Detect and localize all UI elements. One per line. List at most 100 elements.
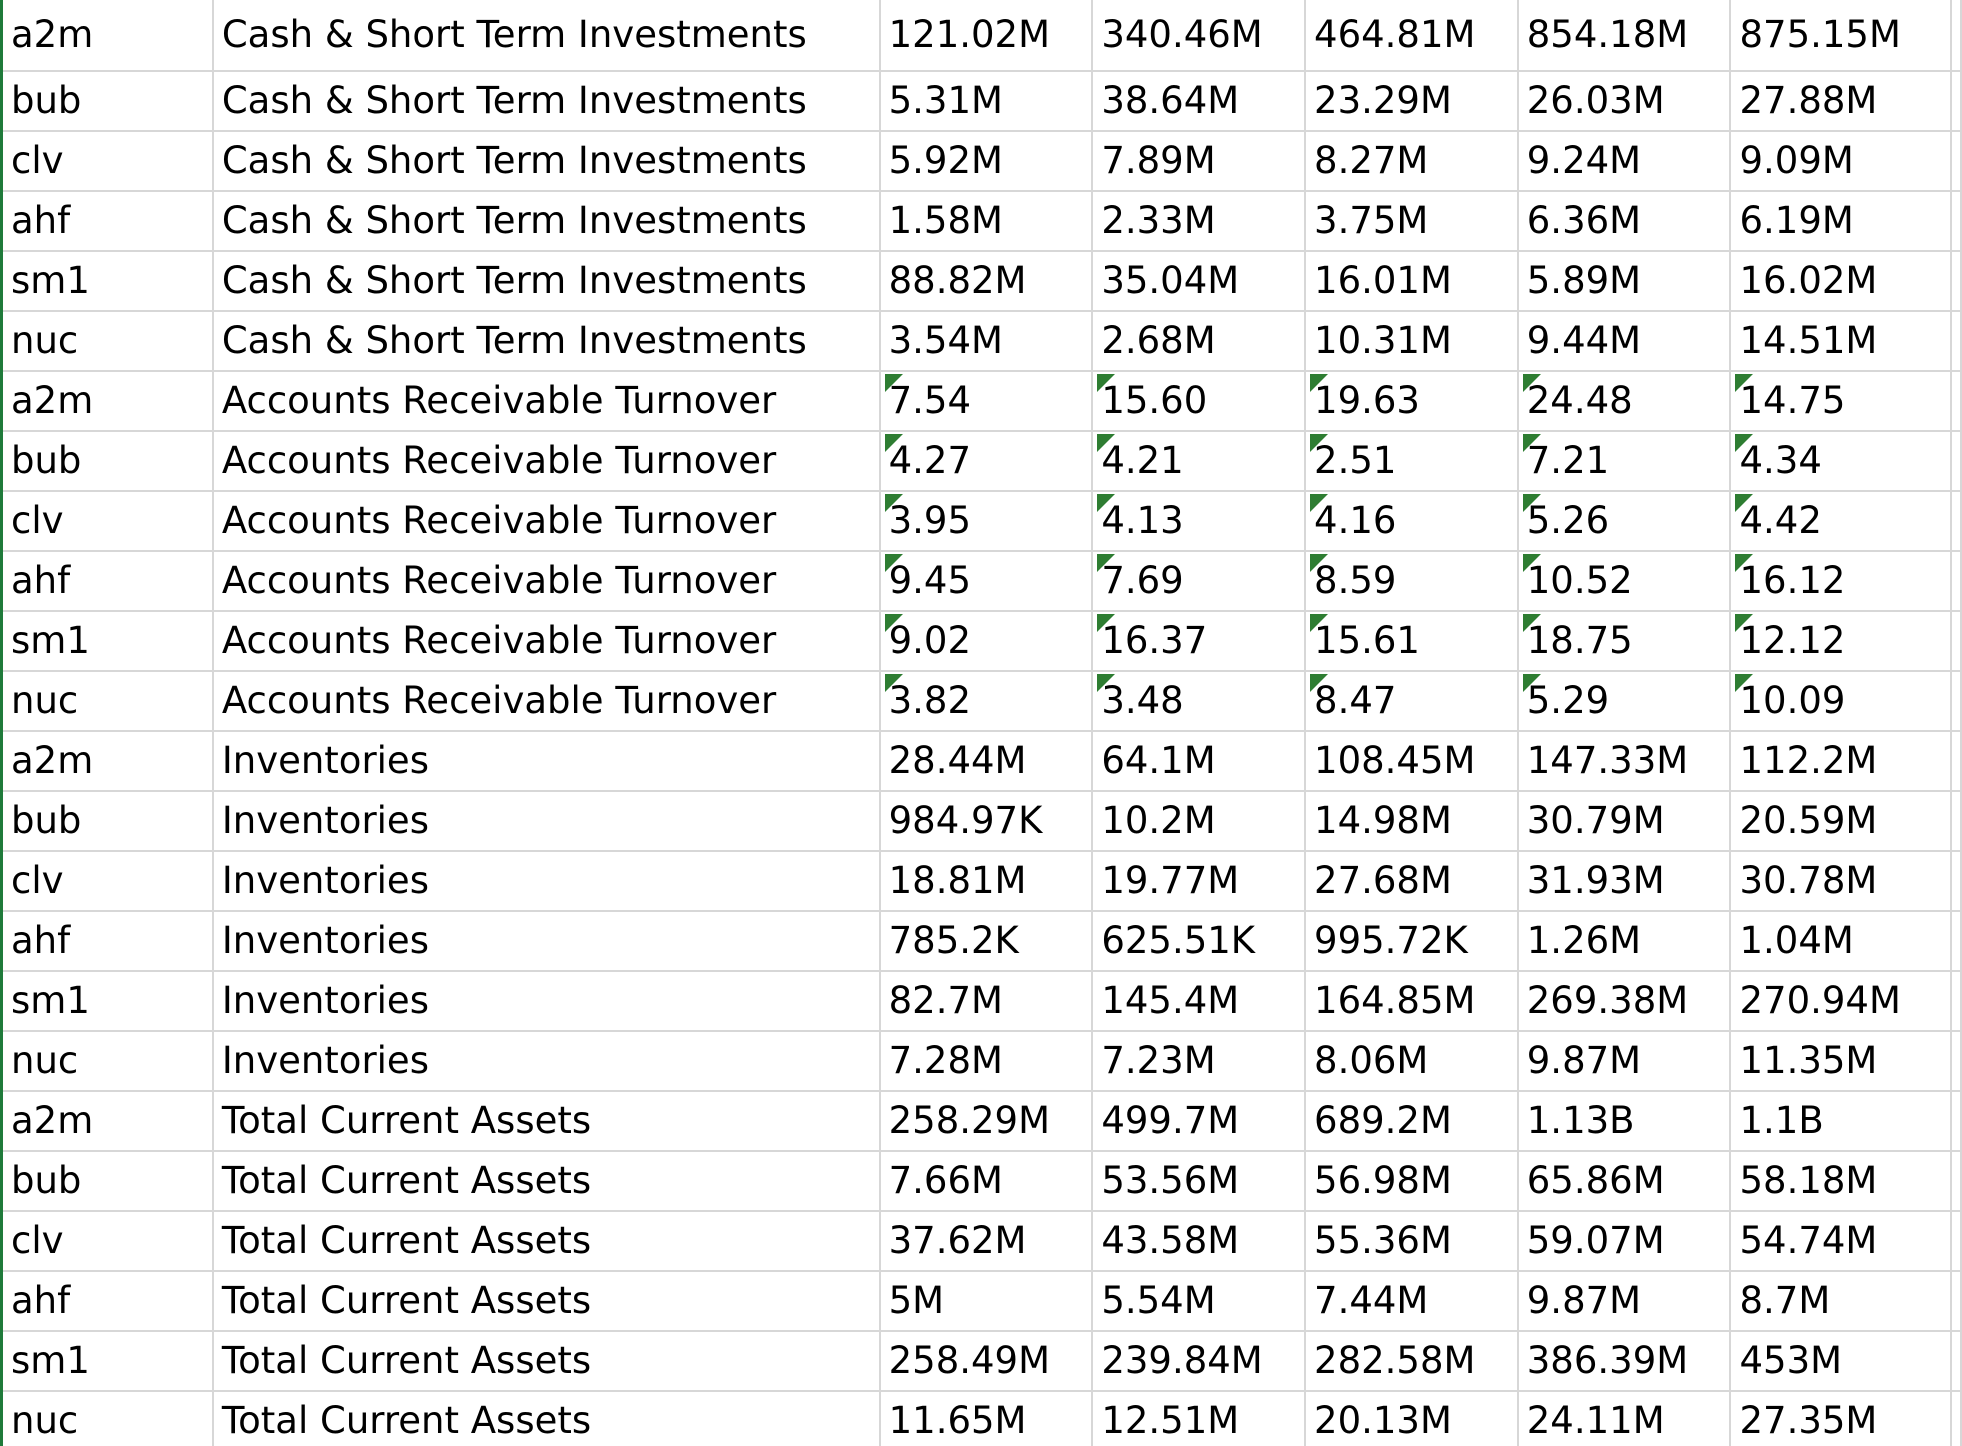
value-cell[interactable]: 984.97K — [879, 791, 1094, 852]
value-cell[interactable]: 7.89M — [1092, 131, 1307, 192]
metric-cell[interactable]: Accounts Receivable Turnover — [212, 551, 881, 612]
error-indicator-icon[interactable] — [1097, 374, 1116, 392]
metric-cell[interactable]: Inventories — [212, 791, 881, 852]
value-cell[interactable]: 4.21 — [1092, 431, 1307, 492]
value-cell[interactable]: 1.1B — [1730, 1091, 1952, 1152]
value-cell[interactable]: 2.68M — [1092, 311, 1307, 372]
ticker-cell[interactable]: sm1 — [0, 971, 214, 1032]
value-cell[interactable]: 5.31M — [879, 71, 1094, 132]
empty-cell[interactable] — [1951, 791, 1962, 852]
value-cell[interactable]: 464.81M — [1305, 0, 1519, 72]
value-cell[interactable]: 10.52 — [1517, 551, 1732, 612]
value-cell[interactable]: 43.58M — [1092, 1211, 1307, 1272]
ticker-cell[interactable]: nuc — [0, 1391, 214, 1446]
value-cell[interactable]: 269.38M — [1517, 971, 1732, 1032]
empty-cell[interactable] — [1951, 1031, 1962, 1092]
error-indicator-icon[interactable] — [1310, 374, 1329, 392]
value-cell[interactable]: 4.34 — [1730, 431, 1952, 492]
value-cell[interactable]: 7.23M — [1092, 1031, 1307, 1092]
metric-cell[interactable]: Inventories — [212, 851, 881, 912]
metric-cell[interactable]: Cash & Short Term Investments — [212, 0, 881, 72]
value-cell[interactable]: 2.33M — [1092, 191, 1307, 252]
value-cell[interactable]: 499.7M — [1092, 1091, 1307, 1152]
value-cell[interactable]: 30.78M — [1730, 851, 1952, 912]
metric-cell[interactable]: Total Current Assets — [212, 1091, 881, 1152]
value-cell[interactable]: 35.04M — [1092, 251, 1307, 312]
value-cell[interactable]: 1.04M — [1730, 911, 1952, 972]
error-indicator-icon[interactable] — [1310, 434, 1329, 452]
empty-cell[interactable] — [1951, 611, 1962, 672]
value-cell[interactable]: 16.12 — [1730, 551, 1952, 612]
ticker-cell[interactable]: clv — [0, 851, 214, 912]
metric-cell[interactable]: Inventories — [212, 911, 881, 972]
metric-cell[interactable]: Inventories — [212, 731, 881, 792]
value-cell[interactable]: 145.4M — [1092, 971, 1307, 1032]
ticker-cell[interactable]: nuc — [0, 671, 214, 732]
value-cell[interactable]: 8.06M — [1305, 1031, 1519, 1092]
value-cell[interactable]: 20.13M — [1305, 1391, 1519, 1446]
error-indicator-icon[interactable] — [1097, 614, 1116, 632]
ticker-cell[interactable]: sm1 — [0, 1331, 214, 1392]
value-cell[interactable]: 65.86M — [1517, 1151, 1732, 1212]
value-cell[interactable]: 5.26 — [1517, 491, 1732, 552]
value-cell[interactable]: 9.09M — [1730, 131, 1952, 192]
ticker-cell[interactable]: ahf — [0, 191, 214, 252]
metric-cell[interactable]: Accounts Receivable Turnover — [212, 371, 881, 432]
ticker-cell[interactable]: sm1 — [0, 251, 214, 312]
value-cell[interactable]: 239.84M — [1092, 1331, 1307, 1392]
ticker-cell[interactable]: ahf — [0, 1271, 214, 1332]
value-cell[interactable]: 4.27 — [879, 431, 1094, 492]
value-cell[interactable]: 5.92M — [879, 131, 1094, 192]
value-cell[interactable]: 56.98M — [1305, 1151, 1519, 1212]
empty-cell[interactable] — [1951, 851, 1962, 912]
value-cell[interactable]: 9.02 — [879, 611, 1094, 672]
ticker-cell[interactable]: clv — [0, 1211, 214, 1272]
error-indicator-icon[interactable] — [884, 494, 903, 512]
error-indicator-icon[interactable] — [884, 374, 903, 392]
value-cell[interactable]: 4.16 — [1305, 491, 1519, 552]
error-indicator-icon[interactable] — [1522, 554, 1541, 572]
ticker-cell[interactable]: bub — [0, 71, 214, 132]
error-indicator-icon[interactable] — [1310, 494, 1329, 512]
value-cell[interactable]: 386.39M — [1517, 1331, 1732, 1392]
value-cell[interactable]: 31.93M — [1517, 851, 1732, 912]
value-cell[interactable]: 11.35M — [1730, 1031, 1952, 1092]
metric-cell[interactable]: Total Current Assets — [212, 1271, 881, 1332]
value-cell[interactable]: 3.95 — [879, 491, 1094, 552]
value-cell[interactable]: 53.56M — [1092, 1151, 1307, 1212]
error-indicator-icon[interactable] — [1097, 674, 1116, 692]
ticker-cell[interactable]: a2m — [0, 0, 214, 72]
error-indicator-icon[interactable] — [1735, 374, 1754, 392]
error-indicator-icon[interactable] — [1735, 554, 1754, 572]
ticker-cell[interactable]: bub — [0, 1151, 214, 1212]
value-cell[interactable]: 689.2M — [1305, 1091, 1519, 1152]
error-indicator-icon[interactable] — [1522, 374, 1541, 392]
value-cell[interactable]: 30.79M — [1517, 791, 1732, 852]
ticker-cell[interactable]: nuc — [0, 1031, 214, 1092]
error-indicator-icon[interactable] — [1522, 434, 1541, 452]
metric-cell[interactable]: Total Current Assets — [212, 1151, 881, 1212]
value-cell[interactable]: 258.49M — [879, 1331, 1094, 1392]
value-cell[interactable]: 9.87M — [1517, 1271, 1732, 1332]
value-cell[interactable]: 58.18M — [1730, 1151, 1952, 1212]
value-cell[interactable]: 16.37 — [1092, 611, 1307, 672]
value-cell[interactable]: 9.45 — [879, 551, 1094, 612]
value-cell[interactable]: 12.12 — [1730, 611, 1952, 672]
value-cell[interactable]: 82.7M — [879, 971, 1094, 1032]
error-indicator-icon[interactable] — [884, 554, 903, 572]
value-cell[interactable]: 5.54M — [1092, 1271, 1307, 1332]
value-cell[interactable]: 24.11M — [1517, 1391, 1732, 1446]
ticker-cell[interactable]: a2m — [0, 371, 214, 432]
empty-cell[interactable] — [1951, 551, 1962, 612]
error-indicator-icon[interactable] — [1310, 554, 1329, 572]
empty-cell[interactable] — [1951, 1091, 1962, 1152]
value-cell[interactable]: 7.54 — [879, 371, 1094, 432]
empty-cell[interactable] — [1951, 491, 1962, 552]
value-cell[interactable]: 7.69 — [1092, 551, 1307, 612]
empty-cell[interactable] — [1951, 971, 1962, 1032]
error-indicator-icon[interactable] — [1097, 434, 1116, 452]
error-indicator-icon[interactable] — [1522, 674, 1541, 692]
value-cell[interactable]: 14.98M — [1305, 791, 1519, 852]
empty-cell[interactable] — [1951, 731, 1962, 792]
value-cell[interactable]: 7.21 — [1517, 431, 1732, 492]
